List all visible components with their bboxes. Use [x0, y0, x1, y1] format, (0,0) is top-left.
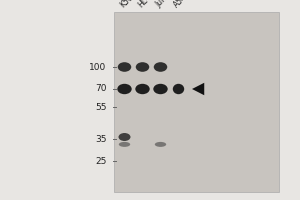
Ellipse shape [173, 84, 184, 94]
Ellipse shape [155, 142, 166, 147]
Text: 55: 55 [95, 102, 106, 112]
Ellipse shape [119, 142, 130, 147]
Ellipse shape [118, 133, 130, 141]
Ellipse shape [135, 84, 150, 94]
Text: Jurkat: Jurkat [154, 0, 176, 9]
Bar [114, 12, 279, 192]
Text: 70: 70 [95, 84, 106, 93]
Ellipse shape [117, 84, 132, 94]
Text: 100: 100 [89, 62, 106, 72]
Text: K562: K562 [118, 0, 138, 9]
Ellipse shape [153, 84, 168, 94]
Polygon shape [192, 83, 204, 95]
Text: 35: 35 [95, 134, 106, 144]
Text: 25: 25 [95, 156, 106, 166]
Text: HL-60: HL-60 [136, 0, 158, 9]
Ellipse shape [118, 62, 131, 72]
Ellipse shape [154, 62, 167, 72]
Text: A549: A549 [172, 0, 193, 9]
Ellipse shape [136, 62, 149, 72]
